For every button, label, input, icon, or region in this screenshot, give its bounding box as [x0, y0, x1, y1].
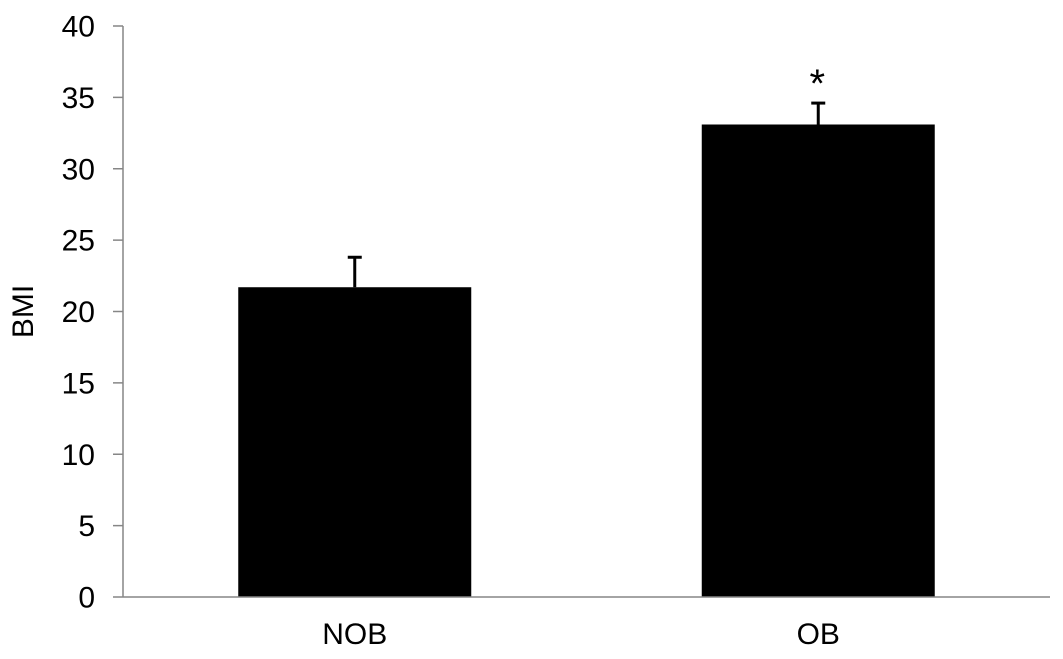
y-axis-ticks: 0 5 10 15 20 25 30 35 40: [62, 11, 123, 615]
y-tick-label: 0: [78, 582, 95, 615]
x-axis-labels: NOB OB: [322, 618, 840, 651]
y-tick-label: 15: [62, 367, 95, 400]
y-tick-label: 40: [62, 11, 95, 44]
significance-marker: *: [809, 62, 825, 106]
y-axis-title: BMI: [7, 285, 40, 338]
annotations: *: [809, 62, 825, 106]
y-tick-label: 35: [62, 82, 95, 115]
bar: [238, 287, 472, 597]
y-tick-label: 5: [78, 510, 95, 543]
x-tick-label: OB: [797, 618, 840, 651]
error-bars: [347, 101, 826, 288]
y-tick-label: 20: [62, 296, 95, 329]
x-tick-label: NOB: [322, 618, 387, 651]
y-tick-label: 30: [62, 153, 95, 186]
y-tick-label: 10: [62, 439, 95, 472]
y-tick-label: 25: [62, 225, 95, 258]
bar: [701, 124, 935, 597]
bars: [238, 124, 935, 597]
